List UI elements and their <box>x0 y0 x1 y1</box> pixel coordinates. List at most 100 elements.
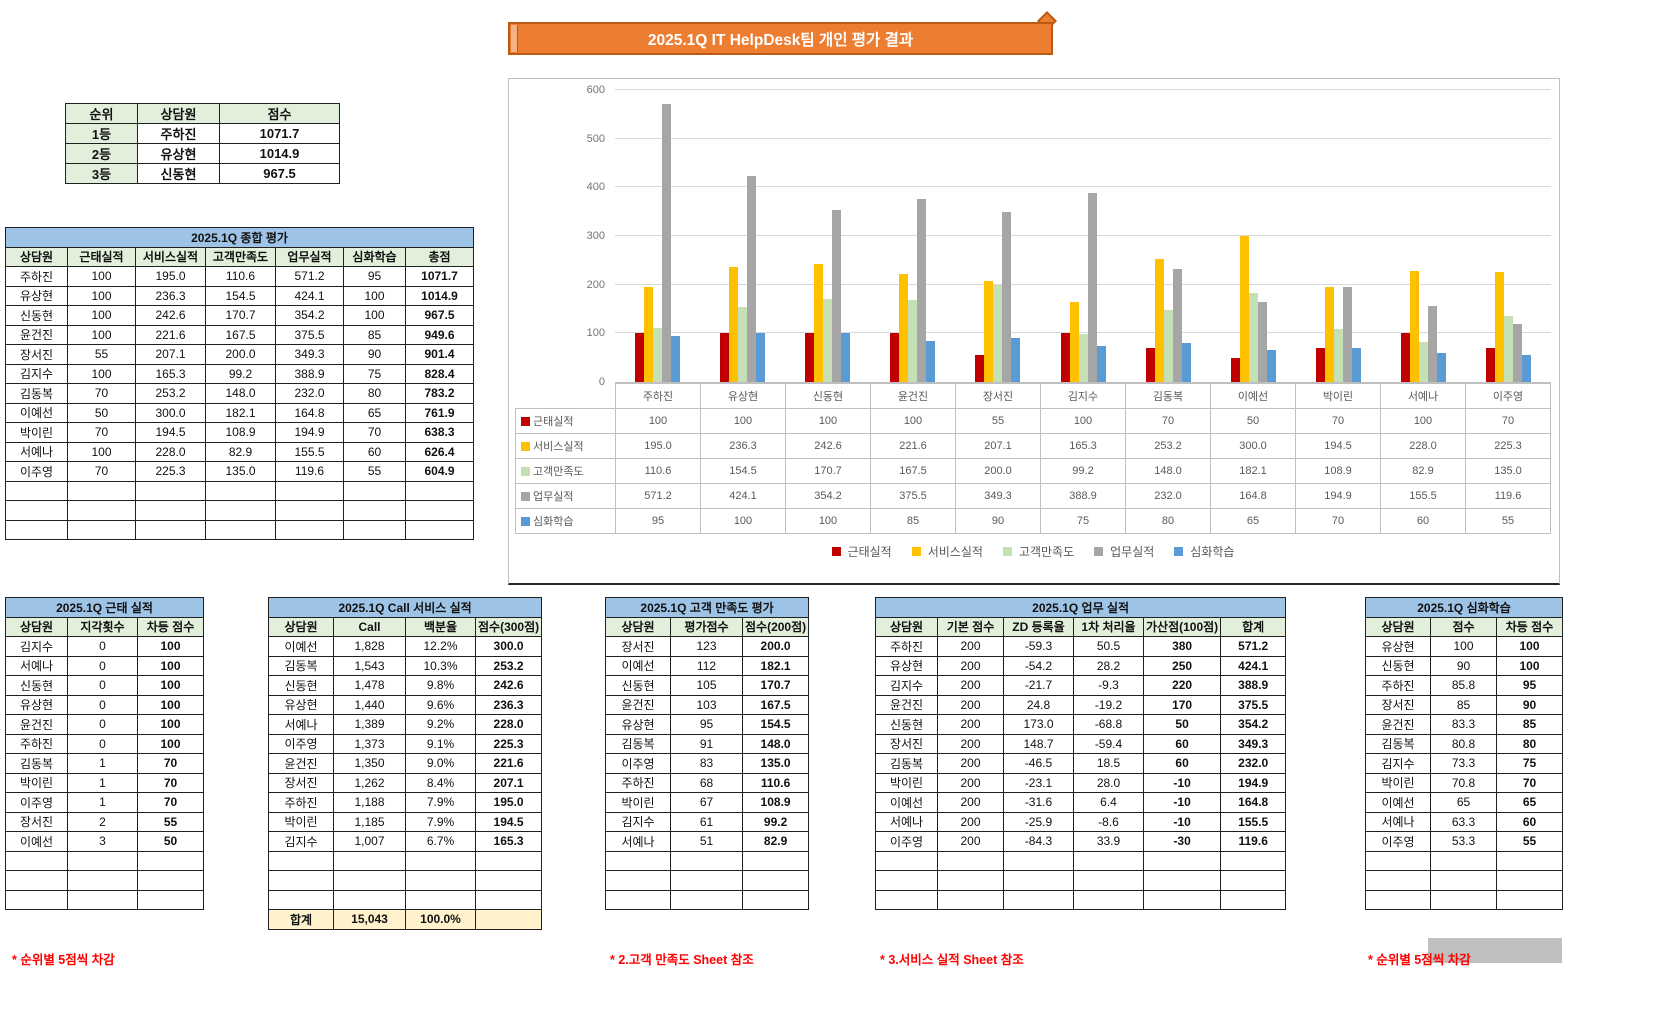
total-cell[interactable] <box>474 909 543 930</box>
cell[interactable]: 200 <box>937 655 1004 676</box>
cell[interactable]: 12.2% <box>405 636 476 657</box>
empty-cell[interactable] <box>1430 889 1497 910</box>
empty-cell[interactable] <box>474 850 543 871</box>
cell[interactable]: 100 <box>137 733 204 754</box>
cell[interactable]: 424.1 <box>275 285 344 306</box>
column-header[interactable]: 점수 <box>1430 616 1497 637</box>
empty-cell[interactable] <box>1142 889 1222 910</box>
cell[interactable]: 220 <box>1142 675 1222 696</box>
empty-cell[interactable] <box>875 889 938 910</box>
empty-cell[interactable] <box>474 870 543 891</box>
bar-근태실적[interactable] <box>1485 347 1495 382</box>
cell[interactable]: 195.0 <box>474 792 543 813</box>
cell[interactable]: 236.3 <box>135 285 206 306</box>
cell[interactable]: 70 <box>67 383 136 404</box>
bar-근태실적[interactable] <box>975 355 985 382</box>
empty-cell[interactable] <box>670 850 743 871</box>
cell[interactable]: 761.9 <box>405 402 474 423</box>
cell[interactable]: 901.4 <box>405 344 474 365</box>
bar-업무실적[interactable] <box>832 209 842 382</box>
bar-group-서예나[interactable] <box>1381 91 1466 382</box>
empty-cell[interactable] <box>405 519 474 540</box>
cell[interactable]: 0 <box>67 675 138 696</box>
bar-근태실적[interactable] <box>1230 357 1240 382</box>
cell[interactable]: 195.0 <box>135 266 206 287</box>
bar-group-장서진[interactable] <box>955 91 1040 382</box>
legend-item-고객만족도[interactable]: 고객만족도 <box>1002 543 1074 560</box>
cell[interactable]: 9.8% <box>405 675 476 696</box>
cell[interactable]: 119.6 <box>275 461 344 482</box>
cell[interactable]: 100 <box>137 636 204 657</box>
cell[interactable]: -54.2 <box>1003 655 1074 676</box>
legend-item-서비스실적[interactable]: 서비스실적 <box>911 543 983 560</box>
empty-cell[interactable] <box>670 870 743 891</box>
bar-서비스실적[interactable] <box>899 274 909 382</box>
bar-근태실적[interactable] <box>1315 347 1325 382</box>
cell[interactable]: 6.4 <box>1073 792 1144 813</box>
empty-cell[interactable] <box>1220 870 1287 891</box>
cell[interactable]: 신동현 <box>268 675 334 696</box>
bar-서비스실적[interactable] <box>1494 272 1504 382</box>
cell[interactable]: 83.3 <box>1430 714 1497 735</box>
cell[interactable]: 김지수 <box>875 675 938 696</box>
cell[interactable]: 51 <box>670 831 743 852</box>
cell[interactable]: 424.1 <box>1220 655 1287 676</box>
cell[interactable]: 783.2 <box>405 383 474 404</box>
cell[interactable]: 67 <box>670 792 743 813</box>
bar-group-박이린[interactable] <box>1296 91 1381 382</box>
cell[interactable]: 33.9 <box>1073 831 1144 852</box>
cell[interactable]: 63.3 <box>1430 811 1497 832</box>
cell[interactable]: 354.2 <box>1220 714 1287 735</box>
bar-심화학습[interactable] <box>1266 350 1276 382</box>
cell[interactable]: 주하진 <box>875 636 938 657</box>
cell[interactable]: 100 <box>67 305 136 326</box>
cell[interactable]: 165.3 <box>474 831 543 852</box>
cell[interactable]: 110.6 <box>741 772 810 793</box>
empty-cell[interactable] <box>1003 870 1074 891</box>
bar-심화학습[interactable] <box>1351 347 1361 382</box>
cell[interactable]: 9.6% <box>405 694 476 715</box>
column-header[interactable]: 상담원 <box>875 616 938 637</box>
cell[interactable]: 100 <box>137 675 204 696</box>
empty-cell[interactable] <box>1365 850 1431 871</box>
empty-cell[interactable] <box>137 850 204 871</box>
cell[interactable]: 이예선 <box>5 831 68 852</box>
bar-업무실적[interactable] <box>747 175 757 382</box>
cell[interactable]: 55 <box>137 811 204 832</box>
cell[interactable]: 신동현 <box>5 305 68 326</box>
cell[interactable]: 서예나 <box>268 714 334 735</box>
bar-근태실적[interactable] <box>1400 333 1410 382</box>
cell[interactable]: 9.0% <box>405 753 476 774</box>
total-cell[interactable]: 합계 <box>268 909 334 930</box>
cell[interactable]: 김동복 <box>875 753 938 774</box>
empty-cell[interactable] <box>205 480 276 501</box>
bar-업무실적[interactable] <box>1427 306 1437 382</box>
cell[interactable]: 70 <box>67 461 136 482</box>
cell[interactable]: 이예선 <box>875 792 938 813</box>
cell[interactable]: 194.9 <box>1220 772 1287 793</box>
cell[interactable]: 서예나 <box>5 655 68 676</box>
cell[interactable]: 148.0 <box>205 383 276 404</box>
cell[interactable]: 장서진 <box>605 636 671 657</box>
cell[interactable]: 박이린 <box>5 422 68 443</box>
cell[interactable]: 95 <box>670 714 743 735</box>
empty-cell[interactable] <box>937 850 1004 871</box>
column-header[interactable]: 상담원 <box>268 616 334 637</box>
cell[interactable]: 85 <box>1430 694 1497 715</box>
cell[interactable]: 유상현 <box>268 694 334 715</box>
column-header[interactable]: 점수 <box>219 103 340 124</box>
empty-cell[interactable] <box>343 480 406 501</box>
cell[interactable]: 228.0 <box>135 441 206 462</box>
empty-cell[interactable] <box>5 870 68 891</box>
empty-cell[interactable] <box>1496 850 1563 871</box>
cell[interactable]: 6.7% <box>405 831 476 852</box>
cell[interactable]: 0 <box>67 694 138 715</box>
cell[interactable]: 170.7 <box>741 675 810 696</box>
cell[interactable]: -59.4 <box>1073 733 1144 754</box>
cell[interactable]: 1,007 <box>333 831 406 852</box>
cell[interactable]: 70 <box>137 753 204 774</box>
cell[interactable]: 221.6 <box>135 324 206 345</box>
cell[interactable]: 주하진 <box>605 772 671 793</box>
column-header[interactable]: 서비스실적 <box>135 246 206 267</box>
cell[interactable]: 167.5 <box>741 694 810 715</box>
